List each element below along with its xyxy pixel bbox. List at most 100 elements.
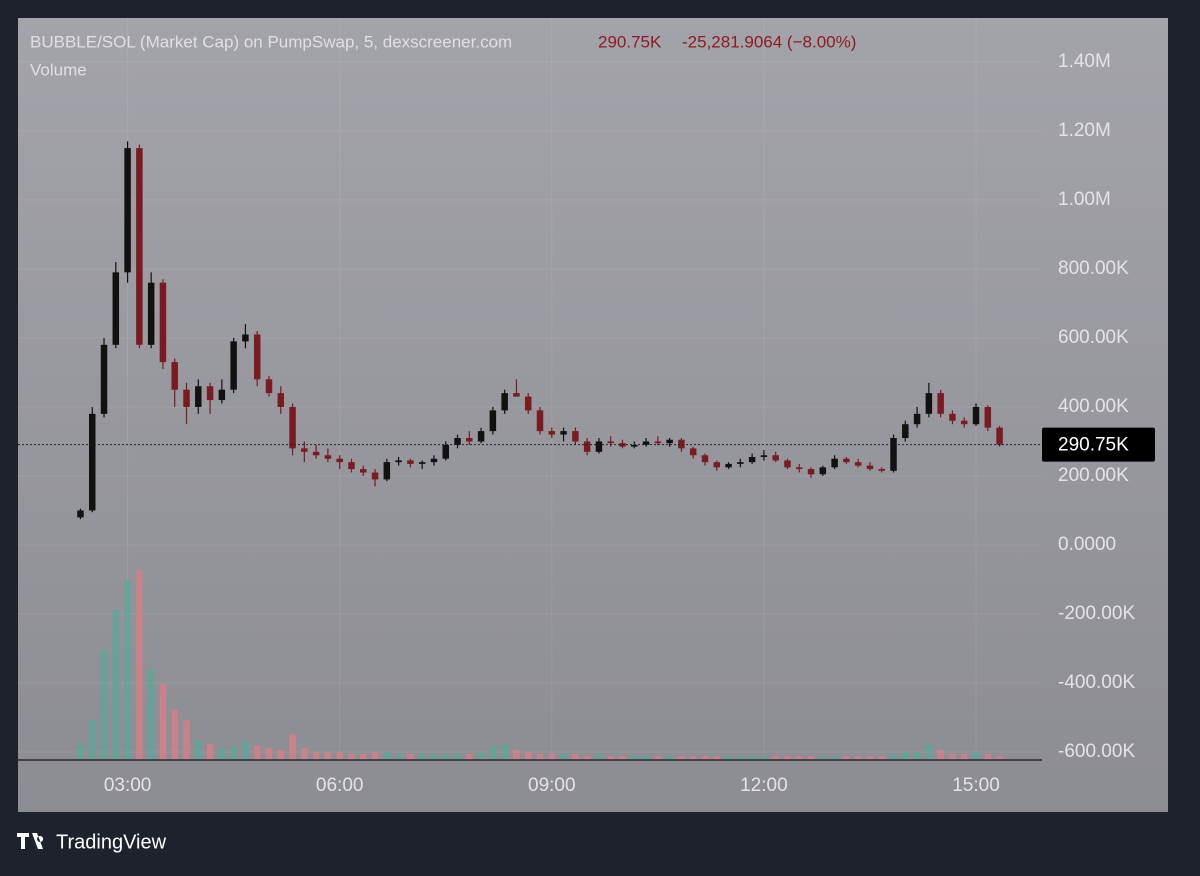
candle-body <box>843 458 850 463</box>
volume-bar <box>489 746 497 760</box>
volume-bar <box>784 756 791 760</box>
candle-body <box>418 462 426 464</box>
candle-body <box>960 420 968 425</box>
volume-bar <box>937 750 944 760</box>
candle-body <box>737 462 744 464</box>
volume-bar <box>136 570 143 760</box>
candle-body <box>666 439 673 444</box>
candle-body <box>772 455 779 461</box>
volume-bar <box>195 740 202 760</box>
candle-body <box>819 467 827 475</box>
y-tick-label: 0.0000 <box>1058 534 1116 555</box>
volume-bar <box>277 750 285 760</box>
volume-bar <box>407 754 414 760</box>
candle-body <box>760 455 768 457</box>
candle-body <box>265 379 273 394</box>
volume-bar <box>513 750 520 760</box>
volume-bar <box>960 754 968 760</box>
volume-bar <box>925 744 933 760</box>
candle-body <box>878 469 885 471</box>
y-tick-label: 1.00M <box>1058 189 1111 210</box>
volume-label: Volume <box>30 60 87 79</box>
y-tick-label: -200.00K <box>1058 603 1135 624</box>
volume-bar <box>548 754 556 760</box>
volume-bar <box>454 754 461 760</box>
candle-body <box>454 438 461 445</box>
candle-body <box>477 431 485 442</box>
candle-body <box>560 431 567 435</box>
candle-body <box>147 282 155 345</box>
candle-body <box>902 424 909 439</box>
candle-body <box>253 334 261 380</box>
brand: TradingView <box>56 831 167 853</box>
candle-body <box>383 462 391 480</box>
last-price-label: 290.75K <box>1058 435 1129 456</box>
x-tick-label: 09:00 <box>528 775 576 796</box>
candle-body <box>866 465 874 470</box>
candle-body <box>171 362 178 390</box>
y-tick-label: -600.00K <box>1058 741 1135 762</box>
candle-body <box>407 460 414 464</box>
volume-bar <box>183 720 190 760</box>
volume-bar <box>147 670 155 760</box>
chart-title: BUBBLE/SOL (Market Cap) on PumpSwap, 5, … <box>30 32 512 51</box>
candle-body <box>195 386 202 407</box>
candle-body <box>312 451 320 456</box>
candle-body <box>466 438 473 442</box>
candle-body <box>489 410 497 432</box>
candle-body <box>807 469 815 475</box>
candle-body <box>360 469 367 473</box>
volume-bar <box>501 744 508 760</box>
volume-bar <box>689 756 697 760</box>
candle-body <box>348 462 355 470</box>
volume-bar <box>748 756 756 760</box>
volume-bar <box>772 756 779 760</box>
candle-body <box>713 462 721 468</box>
volume-bar <box>737 756 744 760</box>
y-tick-label: 1.40M <box>1058 51 1111 72</box>
candle-body <box>442 444 449 459</box>
y-tick-label: 400.00K <box>1058 396 1129 417</box>
candle-body <box>925 393 933 414</box>
candle-body <box>324 455 332 459</box>
volume-bar <box>878 756 885 760</box>
candle-body <box>136 148 143 345</box>
volume-bar <box>843 756 850 760</box>
candle-body <box>124 148 131 273</box>
y-tick-label: 800.00K <box>1058 258 1129 279</box>
candle-body <box>100 344 108 414</box>
volume-bar <box>124 580 131 760</box>
volume-bar <box>666 756 673 760</box>
volume-bar <box>631 756 638 760</box>
volume-bar <box>418 754 426 760</box>
candle-body <box>112 272 120 345</box>
candle-body <box>595 441 603 452</box>
candle-body <box>854 462 862 466</box>
candle-body <box>583 441 591 452</box>
volume-bar <box>583 756 591 760</box>
volume-bar <box>807 756 815 760</box>
volume-bar <box>383 752 391 760</box>
volume-bar <box>760 756 768 760</box>
volume-bar <box>312 752 320 760</box>
volume-bar <box>678 756 685 760</box>
candle-body <box>524 396 532 411</box>
volume-bar <box>324 752 332 760</box>
candle-body <box>183 389 190 407</box>
volume-bar <box>171 710 178 760</box>
candle-body <box>701 455 709 463</box>
volume-bar <box>854 756 862 760</box>
candle-body <box>513 393 520 397</box>
candle-body <box>607 441 614 444</box>
volume-bar <box>206 744 214 760</box>
volume-bar <box>159 684 167 760</box>
candle-body <box>831 458 838 468</box>
x-tick-label: 15:00 <box>952 775 1000 796</box>
volume-bar <box>230 746 237 760</box>
volume-bar <box>77 744 84 760</box>
candle-body <box>548 431 556 435</box>
candle-body <box>949 413 956 421</box>
volume-bar <box>984 754 992 760</box>
candle-body <box>218 389 226 401</box>
